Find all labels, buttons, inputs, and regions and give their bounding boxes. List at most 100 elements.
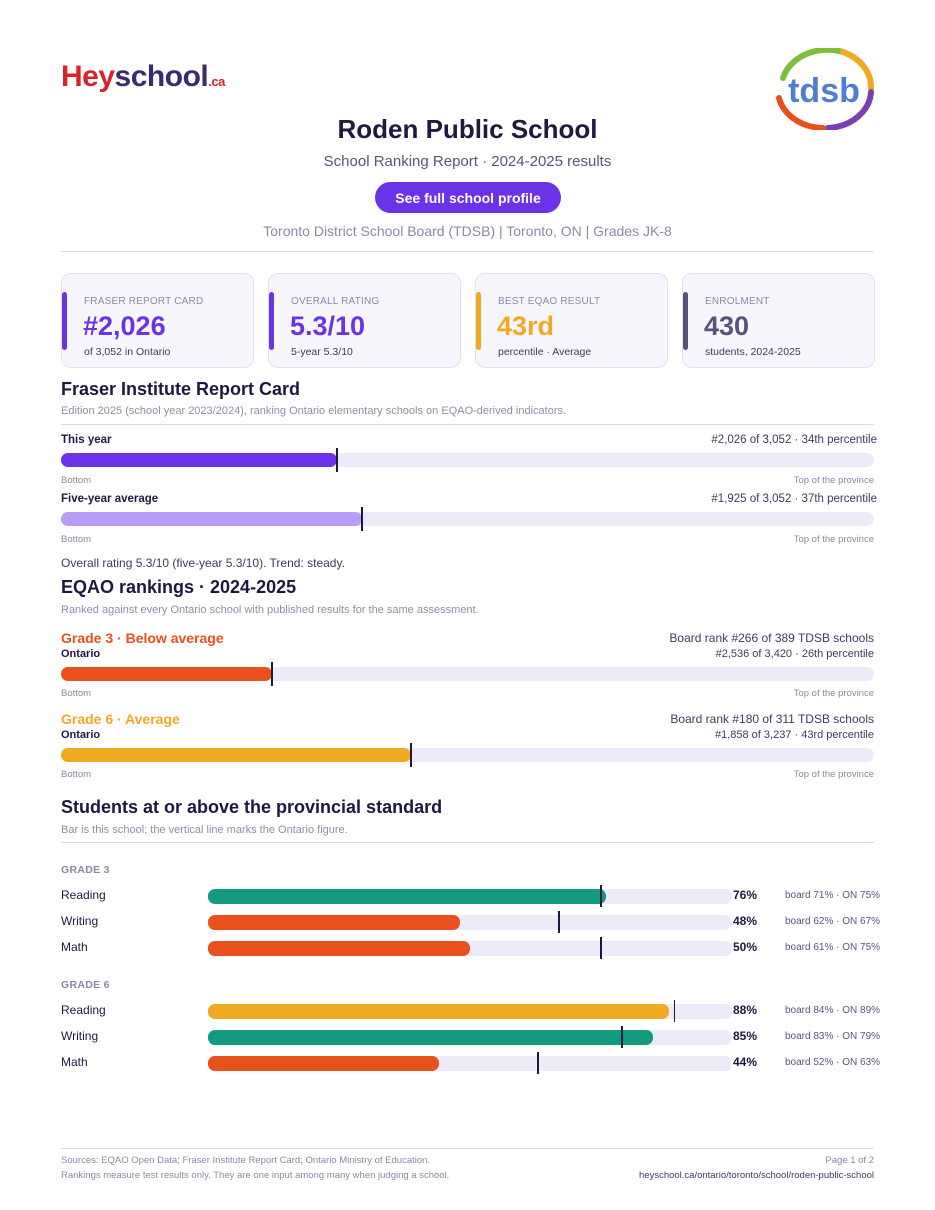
tdsb-logo: tdsb [776, 48, 874, 130]
fraser-row-label: This year [61, 434, 112, 446]
footer-disclaimer: Rankings measure test results only. They… [61, 1170, 450, 1181]
tdsb-logo-text: tdsb [788, 72, 860, 110]
subject-percent: 44% [733, 1055, 758, 1069]
subject-bar-fill [208, 1056, 439, 1071]
subject-bar-track [208, 911, 732, 933]
subject-comparison: board 61% · ON 75% [785, 942, 881, 953]
axis-label-top: Top of the province [793, 475, 874, 486]
subject-percent: 48% [733, 914, 758, 928]
fraser-row-rank: #2,026 of 3,052 · 34th percentile [711, 434, 877, 446]
divider [61, 251, 874, 252]
subject-label: Reading [61, 1003, 106, 1017]
subject-comparison: board 84% · ON 89% [785, 1005, 881, 1016]
eqao-board-rank: Board rank #266 of 389 TDSB schools [669, 631, 874, 645]
card-accent-bar [476, 292, 481, 350]
percentile-fill [61, 512, 362, 526]
page-title: Roden Public School [337, 114, 598, 144]
eqao-grade-title: Grade 3 · Below average [61, 630, 224, 646]
ontario-marker [673, 1000, 676, 1022]
ontario-marker [600, 937, 602, 959]
eqao-ontario-rank: #2,536 of 3,420 · 26th percentile [715, 648, 874, 660]
axis-label-bottom: Bottom [61, 475, 92, 486]
percentile-fill [61, 748, 411, 762]
percentile-marker [409, 743, 412, 767]
subject-bar-fill [208, 941, 470, 956]
fraser-section-title: Fraser Institute Report Card [61, 379, 301, 399]
percentile-fill [61, 667, 273, 681]
overall-rating-text: Overall rating 5.3/10 (five-year 5.3/10)… [61, 556, 345, 570]
eqao-grade-sublabel: Ontario [61, 648, 101, 660]
subject-label: Math [61, 1055, 88, 1069]
subject-percent: 76% [733, 888, 758, 902]
subject-bar-fill [208, 1030, 654, 1045]
card-value: #2,026 [83, 311, 166, 341]
percentile-marker [336, 448, 339, 472]
card-label: BEST EQAO RESULT [498, 296, 601, 307]
subject-percent: 85% [733, 1029, 758, 1043]
axis-label-top: Top of the province [793, 534, 874, 545]
stat-card: OVERALL RATING 5.3/10 5-year 5.3/10 [268, 273, 461, 368]
axis-label-bottom: Bottom [61, 769, 92, 780]
divider [61, 424, 874, 425]
stat-card: ENROLMENT 430 students, 2024-2025 [682, 273, 875, 368]
percentile-track [61, 448, 874, 472]
grade-group-label: GRADE 3 [61, 864, 110, 876]
subject-bar-track [208, 937, 732, 959]
fraser-row-label: Five-year average [61, 493, 159, 505]
axis-label-top: Top of the province [793, 688, 874, 699]
subject-bar-fill [208, 1004, 670, 1019]
see-profile-button[interactable]: See full school profile [375, 182, 561, 213]
ontario-marker [558, 911, 560, 933]
percentile-marker [271, 662, 274, 686]
subject-bar-fill [208, 889, 607, 904]
grade-group-label: GRADE 6 [61, 979, 110, 991]
logo-hey-text: Hey [61, 60, 115, 93]
eqao-grade-sublabel: Ontario [61, 729, 101, 741]
card-label: FRASER REPORT CARD [84, 296, 204, 307]
school-board-info: Toronto District School Board (TDSB) | T… [263, 223, 672, 239]
subject-bar-track [208, 1052, 732, 1074]
footer-sources: Sources: EQAO Open Data; Fraser Institut… [61, 1155, 431, 1166]
percentile-track [61, 743, 874, 767]
axis-label-bottom: Bottom [61, 688, 92, 699]
card-label: OVERALL RATING [291, 296, 380, 307]
subject-comparison: board 52% · ON 63% [785, 1057, 881, 1068]
eqao-ontario-rank: #1,858 of 3,237 · 43rd percentile [714, 729, 874, 741]
logo-school-text: school [114, 60, 209, 93]
axis-label-bottom: Bottom [61, 534, 92, 545]
subject-percent: 50% [733, 940, 758, 954]
card-label: ENROLMENT [705, 296, 770, 307]
axis-label-top: Top of the province [793, 769, 874, 780]
subject-bar-track [208, 885, 732, 907]
stat-card: BEST EQAO RESULT 43rd percentile · Average [475, 273, 668, 368]
card-accent-bar [683, 292, 688, 350]
fraser-row-rank: #1,925 of 3,052 · 37th percentile [711, 493, 877, 505]
card-value: 5.3/10 [290, 311, 366, 341]
subject-comparison: board 83% · ON 79% [785, 1031, 881, 1042]
card-value: 43rd [497, 311, 555, 341]
logo-ca-text: .ca [208, 74, 225, 89]
ontario-marker [621, 1026, 623, 1048]
divider [61, 1148, 874, 1149]
standard-section-desc: Bar is this school; the vertical line ma… [61, 824, 348, 836]
eqao-section-title: EQAO rankings · 2024-2025 [61, 577, 297, 597]
subject-bar-fill [208, 915, 460, 930]
footer-url[interactable]: heyschool.ca/ontario/toronto/school/rode… [639, 1170, 874, 1181]
card-subtext: students, 2024-2025 [705, 346, 801, 358]
subject-label: Math [61, 940, 88, 954]
standard-section-title: Students at or above the provincial stan… [61, 797, 443, 817]
subject-bar-track [208, 1000, 732, 1022]
card-accent-bar [62, 292, 67, 350]
heyschool-logo[interactable]: Heyschool.ca [61, 60, 225, 94]
subject-comparison: board 62% · ON 67% [785, 916, 881, 927]
percentile-track [61, 507, 874, 531]
divider [61, 842, 874, 843]
fraser-section-desc: Edition 2025 (school year 2023/2024), ra… [61, 405, 567, 417]
stat-card: FRASER REPORT CARD #2,026 of 3,052 in Onta… [61, 273, 254, 368]
subject-comparison: board 71% · ON 75% [785, 890, 881, 901]
card-value: 430 [704, 311, 750, 341]
eqao-grade-title: Grade 6 · Average [61, 711, 180, 727]
card-subtext: percentile · Average [498, 346, 592, 358]
subject-label: Writing [61, 914, 99, 928]
percentile-track [61, 662, 874, 686]
